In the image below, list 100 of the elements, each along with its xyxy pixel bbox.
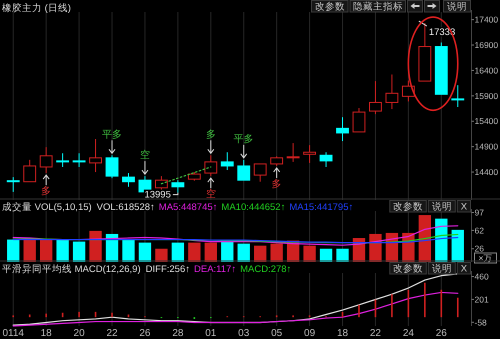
bar bbox=[138, 242, 152, 262]
y-tick-label: 16900 bbox=[474, 40, 498, 50]
button[interactable]: 说明 bbox=[443, 0, 471, 12]
y-tick-label: -58 bbox=[474, 317, 488, 328]
series-label: VOL:618528↑ bbox=[96, 202, 155, 213]
y-tick-label: 14900 bbox=[474, 142, 498, 152]
candlestick bbox=[72, 152, 86, 168]
annotation: 空 bbox=[206, 188, 216, 200]
candlestick bbox=[40, 146, 53, 174]
candlestick bbox=[89, 138, 102, 173]
bar bbox=[435, 218, 448, 262]
x-tick-label: 22 bbox=[106, 328, 118, 339]
candlestick bbox=[303, 144, 316, 164]
candlestick bbox=[336, 116, 349, 142]
bar bbox=[303, 246, 316, 262]
button[interactable]: 说明 bbox=[428, 262, 456, 274]
y-tick-label: 62 bbox=[474, 225, 484, 236]
x-tick-label: 18 bbox=[336, 328, 349, 339]
y-tick-label: 201 bbox=[474, 294, 489, 304]
candlestick bbox=[171, 180, 184, 194]
annotation: 说明 bbox=[432, 262, 452, 274]
text: MA15:441795↑ bbox=[289, 202, 354, 213]
candlestick bbox=[220, 152, 234, 171]
candlestick bbox=[320, 152, 332, 168]
candlestick bbox=[204, 154, 218, 177]
candlestick bbox=[352, 108, 366, 132]
bar bbox=[221, 240, 234, 262]
y-tick-label: 17400 bbox=[474, 14, 498, 25]
y-tick-label: 16400 bbox=[474, 65, 498, 76]
annotation: 改参数 bbox=[314, 0, 345, 12]
text: DEA:117↑ bbox=[194, 264, 236, 275]
button[interactable]: 改参数 bbox=[389, 200, 427, 212]
annotation: 多 bbox=[272, 178, 282, 190]
candlestick bbox=[402, 80, 415, 102]
x-tick-label: 26 bbox=[436, 328, 448, 339]
x-tick-label: 22 bbox=[370, 328, 382, 339]
text: MA10:444652↑ bbox=[221, 202, 286, 213]
button[interactable]: 说明 bbox=[428, 200, 456, 212]
annotation: 空 bbox=[140, 149, 150, 162]
bar bbox=[452, 230, 464, 262]
annotation: 多 bbox=[41, 185, 52, 198]
text: MA5:448745↑ bbox=[158, 202, 218, 213]
candlestick bbox=[385, 74, 398, 110]
y-tick-label: 26 bbox=[474, 244, 484, 254]
annotation: 改参数 bbox=[393, 262, 424, 274]
y-tick-label: 460 bbox=[474, 272, 489, 282]
candlestick bbox=[6, 176, 20, 192]
bar bbox=[320, 248, 332, 262]
x-tick-label: 09 bbox=[304, 328, 316, 339]
annotation: 改参数 bbox=[393, 200, 424, 212]
annotation: 说明 bbox=[447, 0, 467, 12]
x-tick-label: 20 bbox=[74, 328, 86, 339]
x-tick-label: 01 bbox=[205, 328, 217, 339]
candlestick bbox=[237, 159, 250, 181]
bar bbox=[24, 239, 36, 262]
bar bbox=[56, 240, 69, 262]
bar bbox=[188, 242, 201, 262]
y-tick-label: 15900 bbox=[474, 90, 498, 101]
bar bbox=[270, 244, 283, 262]
candlestick bbox=[286, 142, 300, 162]
y-tick-label: 97 bbox=[474, 208, 484, 218]
annotation: 平多 bbox=[234, 132, 254, 145]
candlestick bbox=[254, 163, 267, 182]
candlestick bbox=[56, 152, 70, 168]
x-tick-label: 0114 bbox=[2, 328, 24, 339]
candlestick bbox=[23, 159, 36, 182]
button[interactable]: 改参数 bbox=[389, 262, 427, 274]
x-tick-label: 18 bbox=[40, 328, 52, 339]
button[interactable]: 隐藏主指标 bbox=[350, 0, 406, 12]
x-tick-label: 05 bbox=[271, 328, 283, 339]
bar bbox=[172, 242, 184, 262]
bar bbox=[155, 248, 168, 262]
button[interactable]: X bbox=[456, 200, 471, 212]
annotation: X bbox=[460, 202, 468, 212]
x-tick-label: 26 bbox=[139, 328, 151, 339]
text: MACD:278↑ bbox=[240, 264, 292, 275]
annotation: 说明 bbox=[432, 200, 452, 212]
chart-title: 平滑异同平均线 MACD(12,26,9) bbox=[2, 263, 141, 275]
chart-title: 成交量 VOL(5,10,15) bbox=[2, 201, 92, 213]
candlestick bbox=[369, 80, 382, 115]
bar bbox=[40, 239, 52, 262]
annotation: X bbox=[460, 264, 468, 274]
annotation: 平多 bbox=[102, 128, 122, 140]
bar bbox=[7, 240, 20, 262]
bar bbox=[336, 248, 349, 262]
bar bbox=[254, 246, 266, 262]
bar bbox=[238, 244, 250, 262]
x-tick-label: 03 bbox=[238, 328, 250, 339]
candlestick bbox=[106, 154, 118, 179]
x-tick-label: 28 bbox=[172, 328, 184, 339]
y-tick-label: 14400 bbox=[474, 167, 498, 178]
annotation: 13995 bbox=[144, 190, 171, 201]
candlestick bbox=[122, 172, 135, 188]
candlestick bbox=[270, 156, 284, 166]
button[interactable]: 改参数 bbox=[311, 0, 348, 12]
candlestick bbox=[451, 84, 464, 108]
bar bbox=[418, 215, 432, 262]
text: DIFF:256↑ bbox=[146, 264, 190, 275]
button[interactable]: X bbox=[456, 262, 471, 274]
line-series bbox=[12, 292, 458, 327]
